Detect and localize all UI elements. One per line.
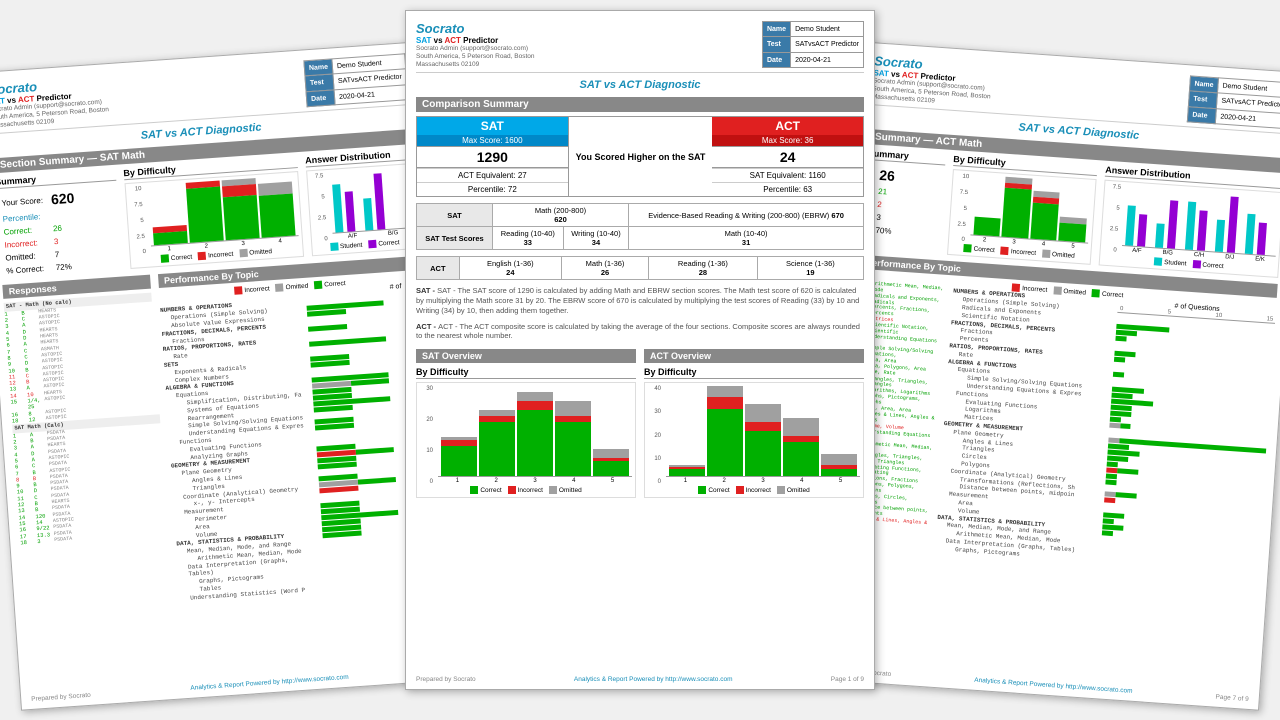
- info-table: NameDemo Student TestSATvsACT Predictor …: [762, 21, 864, 68]
- sat-explanation: SAT - SAT - The SAT score of 1290 is cal…: [416, 286, 864, 315]
- chart-answer-dist: 02.557.5A/FB/GC/HD/JE/KStudentCorrect: [1099, 180, 1280, 278]
- page-right-act-math: Socrato SAT vs ACT Predictor Socrato Adm…: [820, 42, 1280, 711]
- comparison-box: SAT Max Score: 1600 1290 ACT Equivalent:…: [416, 116, 864, 197]
- chart-answer-dist: 02.557.5A/FB/GStudentCorrect: [306, 163, 419, 256]
- perf-row: 1Arithmetic Mean, Median, Mode2Radicals …: [840, 281, 1275, 575]
- act-overview-header: ACT Overview: [644, 349, 864, 363]
- responses-row: Responses SAT - Math (No calc)1BHEARTS2C…: [2, 256, 442, 614]
- page-left-sat-math: Socrato SAT vs ACT Predictor Socrato Adm…: [0, 42, 460, 711]
- sat-box: SAT Max Score: 1600 1290 ACT Equivalent:…: [417, 117, 569, 196]
- page-center-comparison: Socrato SAT vs ACT Predictor Socrato Adm…: [405, 10, 875, 690]
- chart-by-difficulty: 02.557.5101234CorrectIncorrectOmitted: [124, 171, 304, 269]
- overview-row: SAT Overview By Difficulty 010203012345C…: [416, 349, 864, 498]
- responses-table: SAT - Math (No calc)1BHEARTS2CASTOPIC3AA…: [4, 293, 168, 547]
- topic-bars: [1102, 315, 1275, 546]
- topic-bars-wrapper: # of Questions 051015: [1100, 299, 1276, 574]
- chart-act-difficulty: 01020304012345CorrectIncorrectOmitted: [644, 382, 864, 498]
- sat-scores-table: SAT Math (200-800)620 Evidence-Based Rea…: [416, 203, 864, 250]
- chart-sat-difficulty: 010203012345CorrectIncorrectOmitted: [416, 382, 636, 498]
- info-table: NameDemo Student TestSATvsACT Predictor …: [303, 53, 408, 107]
- logo-brand: Socrato: [416, 21, 535, 36]
- info-table: NameDemo Student TestSATvsACT Predictor …: [1187, 75, 1280, 129]
- act-box: ACT Max Score: 36 24 SAT Equivalent: 116…: [712, 117, 863, 196]
- logo-block: Socrato SAT vs ACT Predictor Socrato Adm…: [0, 74, 110, 130]
- header: Socrato SAT vs ACT Predictor Socrato Adm…: [416, 21, 864, 73]
- footer: Prepared by Socrato Analytics & Report P…: [31, 667, 448, 703]
- act-explanation: ACT - ACT - The ACT composite score is c…: [416, 322, 864, 342]
- act-scores-table: ACT English (1-36)24 Math (1-36)26 Readi…: [416, 256, 864, 280]
- comparison-header: Comparison Summary: [416, 97, 864, 112]
- topic-list: NUMBERS & OPERATIONSOperations (Simple S…: [935, 288, 1111, 563]
- footer: Prepared by Socrato Analytics & Report P…: [416, 676, 864, 683]
- summary-title: Summary: [0, 169, 116, 189]
- logo-product: SAT vs ACT Predictor: [416, 36, 535, 45]
- comparison-verdict: You Scored Higher on the SAT: [569, 117, 713, 196]
- diagnostic-title: SAT vs ACT Diagnostic: [416, 79, 864, 91]
- summary-table: Your Score:620 Percentile: Correct:26 In…: [0, 187, 85, 280]
- topic-list: NUMBERS & OPERATIONSOperations (Simple S…: [160, 298, 319, 603]
- footer: Prepared by Socrato Analytics & Report P…: [831, 667, 1248, 703]
- chart-by-difficulty: 02.557.5102345CorrectIncorrectOmitted: [947, 169, 1097, 265]
- sat-overview-header: SAT Overview: [416, 349, 636, 363]
